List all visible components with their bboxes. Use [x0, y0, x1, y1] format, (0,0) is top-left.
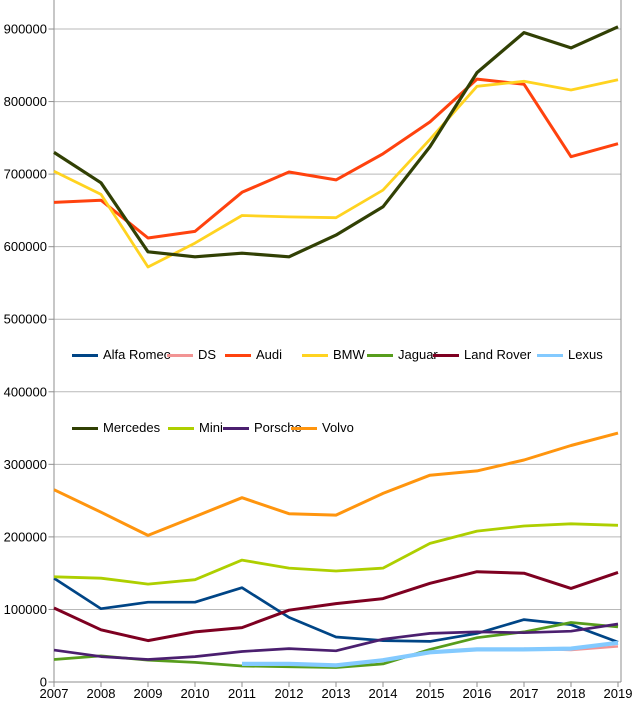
series-line-mercedes: [53, 25, 619, 259]
series-line-alfa-romeo: [53, 577, 619, 644]
x-tick-label: 2017: [510, 686, 539, 701]
x-tick-label: 2008: [87, 686, 116, 701]
x-tick-label: 2019: [604, 686, 633, 701]
series-line-jaguar: [53, 621, 619, 669]
y-tick-label: 600000: [4, 239, 47, 254]
series-line-bmw: [53, 78, 619, 269]
series-line-land-rover: [53, 570, 619, 643]
series-line-volvo: [53, 431, 619, 537]
x-tick-label: 2013: [322, 686, 351, 701]
y-tick-label: 0: [40, 675, 47, 690]
x-tick-label: 2016: [463, 686, 492, 701]
y-tick-label: 300000: [4, 457, 47, 472]
series-line-audi: [53, 77, 619, 240]
x-tick-label: 2011: [228, 686, 256, 701]
x-tick-label: 2010: [181, 686, 210, 701]
x-tick-label: 2012: [275, 686, 304, 701]
y-tick-label: 100000: [4, 602, 47, 617]
series-line-mini: [53, 522, 619, 586]
y-tick-label: 500000: [4, 312, 47, 327]
y-tick-label: 800000: [4, 94, 47, 109]
y-tick-label: 400000: [4, 384, 47, 399]
gridlines: [54, 28, 621, 610]
tick-marks: 0 100000 200000 300000 400000 500000 600000 700…: [4, 22, 633, 701]
x-tick-label: 2014: [369, 686, 398, 701]
y-tick-label: 200000: [4, 529, 47, 544]
y-tick-label: 700000: [4, 167, 47, 182]
x-tick-label: 2009: [134, 686, 163, 701]
x-tick-label: 2015: [416, 686, 445, 701]
series-line-lexus: [242, 640, 619, 668]
x-tick-label: 2018: [557, 686, 586, 701]
y-tick-label: 900000: [4, 22, 47, 37]
series-line-porsche: [53, 622, 619, 661]
x-tick-label: 2007: [40, 686, 69, 701]
